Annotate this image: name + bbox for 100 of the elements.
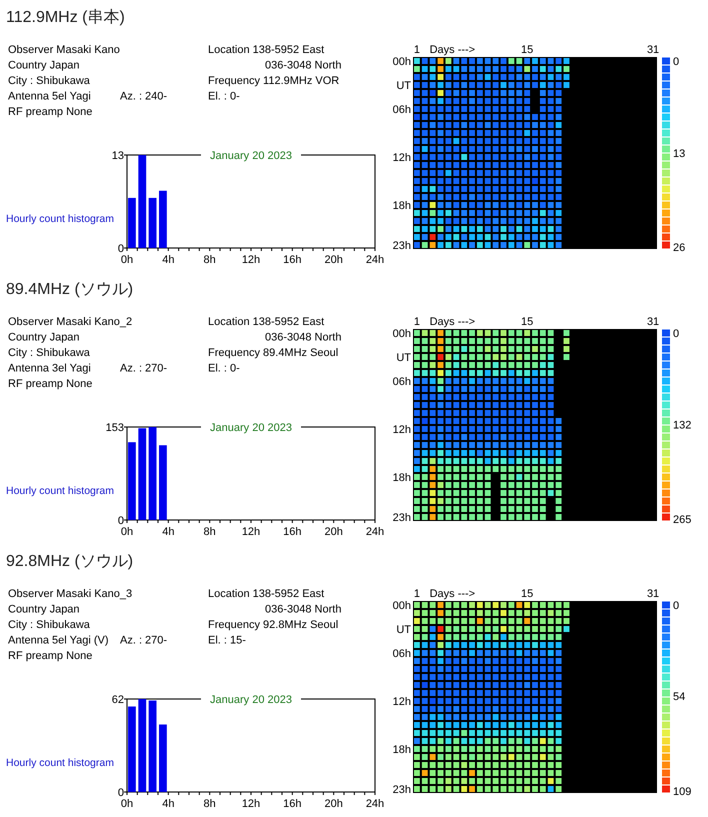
text: 036-3048 North [265, 604, 342, 616]
text: Frequency 112.9MHz VOR [208, 75, 340, 87]
text: Az. : 240- [120, 90, 168, 102]
text: 89.4MHz (ソウル) [6, 281, 134, 298]
x-tick-label: 31 [646, 44, 660, 56]
x-tick-label: 20h [324, 254, 343, 266]
text: 036-3048 North [265, 332, 342, 344]
y-tick-label: 00h [392, 600, 411, 612]
text: Location 138-5952 East [208, 588, 324, 600]
text: RF preamp None [8, 378, 92, 390]
y-tick-label: 12h [392, 152, 411, 164]
x-tick-label: 8h [204, 798, 216, 810]
x-tick-label: 4h [162, 798, 174, 810]
text: City : Shibukawa [8, 75, 91, 87]
x-tick-label: 12h [242, 798, 260, 810]
chart-title: January 20 2023 [210, 422, 292, 434]
x-tick-label: 16h [283, 798, 302, 810]
x-tick-label: 4h [162, 526, 174, 538]
text: Country Japan [8, 332, 80, 344]
text: El. : 15- [208, 634, 246, 646]
y-tick-label: 00h [392, 56, 411, 68]
y-tick-label: 06h [392, 104, 411, 116]
x-tick-label: 15 [521, 588, 534, 600]
text: Az. : 270- [120, 634, 168, 646]
color-bar-label: 0 [673, 56, 680, 68]
y-tick-label: 62 [112, 694, 124, 706]
text: Days ---> [430, 44, 476, 56]
y-axis-title: Hourly count histogram [6, 757, 114, 769]
y-axis-title: Hourly count histogram [6, 213, 114, 225]
color-bar-label: 26 [673, 242, 686, 254]
text: Days ---> [430, 316, 476, 328]
text: RF preamp None [8, 650, 92, 662]
y-tick-label: 00h [392, 328, 411, 340]
x-tick-label: 1 [414, 44, 420, 56]
text: Days ---> [430, 588, 476, 600]
y-tick-label: 12h [392, 696, 411, 708]
y-tick-label: 13 [112, 150, 124, 162]
color-bar-label: 132 [673, 420, 692, 432]
x-tick-label: 20h [324, 526, 343, 538]
y-tick-label: 12h [392, 424, 411, 436]
color-bar-label: 109 [673, 786, 692, 798]
y-axis-title: Hourly count histogram [6, 485, 114, 497]
x-tick-label: 0h [120, 798, 134, 810]
color-bar-label: 265 [673, 514, 692, 526]
x-tick-label: 31 [646, 316, 660, 328]
color-bar-label: 0 [673, 328, 680, 340]
x-tick-label: 0h [120, 254, 134, 266]
x-tick-label: 1 [414, 588, 420, 600]
x-tick-label: 24h [366, 254, 384, 266]
x-tick-label: 8h [204, 254, 216, 266]
x-tick-label: 24h [366, 798, 384, 810]
x-tick-label: 4h [162, 254, 174, 266]
text: El. : 0- [208, 362, 240, 374]
x-tick-label: 15 [521, 44, 534, 56]
y-tick-label: 18h [392, 200, 411, 212]
x-tick-label: 8h [204, 526, 216, 538]
y-tick-label: 153 [106, 422, 124, 434]
text: Antenna 5el Yagi [8, 90, 91, 102]
y-tick-label: 0 [118, 515, 124, 527]
text: Frequency 89.4MHz Seoul [208, 347, 338, 359]
text: Location 138-5952 East [208, 44, 324, 56]
color-bar-label: 0 [673, 600, 680, 612]
y-tick-label: 06h [392, 376, 411, 388]
y-tick-label: 23h [392, 240, 411, 252]
text: Observer Masaki Kano_2 [8, 316, 132, 328]
text: Antenna 3el Yagi [8, 362, 91, 374]
y-tick-label: 0 [118, 787, 124, 799]
x-tick-label: 16h [283, 526, 302, 538]
text: Frequency 92.8MHz Seoul [208, 619, 338, 631]
color-bar-label: 13 [673, 148, 686, 160]
y-tick-label: 18h [392, 744, 411, 756]
y-tick-label: 23h [392, 784, 411, 796]
text: RF preamp None [8, 106, 92, 118]
text: Observer Masaki Kano_3 [8, 588, 132, 600]
text: 036-3048 North [265, 60, 342, 72]
text: 92.8MHz (ソウル) [6, 553, 134, 570]
x-tick-label: 12h [242, 254, 260, 266]
text: Location 138-5952 East [208, 316, 324, 328]
y-tick-label: UT [396, 624, 412, 636]
text: Country Japan [8, 60, 80, 72]
text: City : Shibukawa [8, 619, 91, 631]
text: Antenna 5el Yagi (V) [8, 634, 108, 646]
y-tick-label: 23h [392, 512, 411, 524]
x-tick-label: 20h [324, 798, 343, 810]
text: City : Shibukawa [8, 347, 91, 359]
y-tick-label: UT [396, 80, 412, 92]
y-tick-label: 0 [118, 243, 124, 255]
x-tick-label: 12h [242, 526, 260, 538]
chart-title: January 20 2023 [210, 694, 292, 706]
x-tick-label: 16h [283, 254, 302, 266]
y-tick-label: 06h [392, 648, 411, 660]
text: Country Japan [8, 604, 80, 616]
x-tick-label: 24h [366, 526, 384, 538]
text: El. : 0- [208, 90, 240, 102]
y-tick-label: UT [396, 352, 412, 364]
x-tick-label: 15 [521, 316, 534, 328]
text: Az. : 270- [120, 362, 168, 374]
x-tick-label: 31 [646, 588, 660, 600]
x-tick-label: 0h [120, 526, 134, 538]
y-tick-label: 18h [392, 472, 411, 484]
